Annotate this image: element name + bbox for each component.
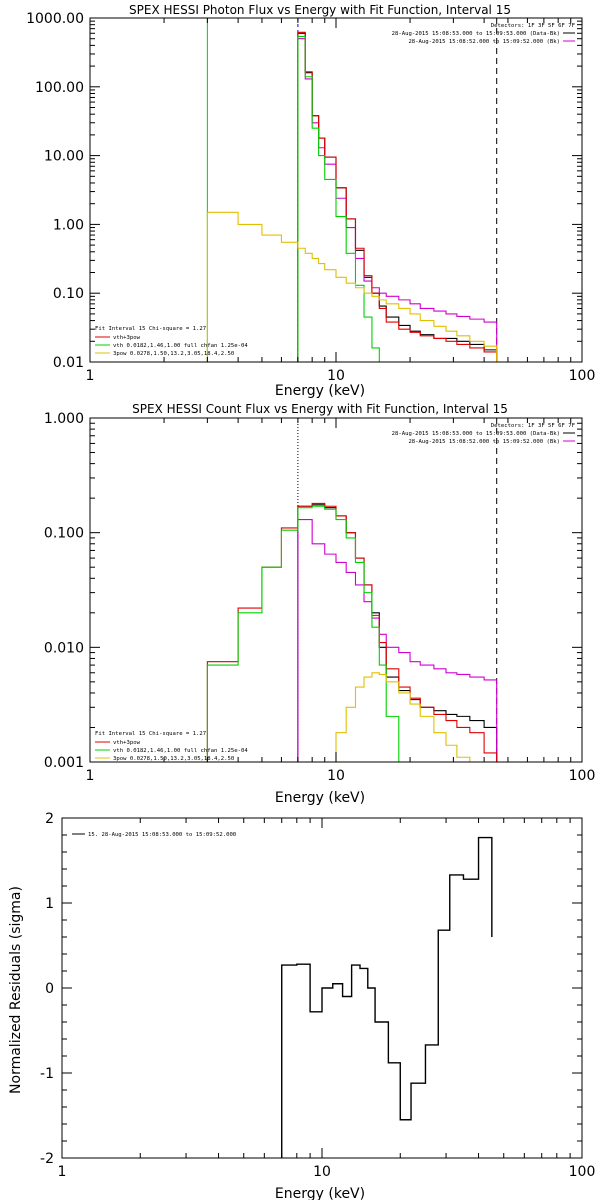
- panel1-title: SPEX HESSI Photon Flux vs Energy with Fi…: [129, 3, 511, 17]
- panel3-x-label: Energy (keV): [275, 1186, 365, 1200]
- panel1-plot-area: [206, 18, 498, 362]
- x-tick-label: 100: [569, 768, 596, 784]
- panel1-x-label: Energy (keV): [275, 383, 365, 399]
- panel2-detectors: Detectors: 1F 3F 5F 6F 7F: [491, 423, 576, 429]
- x-tick-label: 10: [327, 368, 345, 384]
- x-tick-label: 10: [313, 1164, 331, 1180]
- x-tick-label: 1: [86, 768, 95, 784]
- series-bk: [297, 38, 498, 362]
- panel2-frame: [89, 417, 583, 763]
- panel3-ticks: 1 10 100 -2 -1 0 1 2: [40, 811, 595, 1180]
- panel1-ticks: 1 10 100 0.01 0.10 1.00 10.00 100.00 1000.00: [26, 11, 595, 384]
- panel1-vth-label: vth 0.0182,1.46,1.00 full chfan 1.25e-04: [113, 343, 248, 349]
- y-tick-label: 0.001: [44, 755, 84, 771]
- panel1-3pow-label: 3pow 0.0278,1.50,13.2,3.05,18.4,2.50: [113, 351, 234, 357]
- series-3pow: [206, 211, 498, 362]
- panel2-data-bk-entry: 28-Aug-2015 15:08:53.000 to 15:09:53.000…: [392, 431, 560, 437]
- y-tick-label: 0.100: [44, 526, 84, 542]
- panel3-legend: 15. 28-Aug-2015 15:08:53.000 to 15:09:52…: [72, 832, 236, 838]
- y-tick-label: 1000.00: [26, 11, 84, 27]
- panel2-vth-label: vth 0.0182,1.46,1.00 full chfan 1.25e-04: [113, 748, 248, 754]
- panel2-bk-entry: 28-Aug-2015 15:08:52.000 to 15:09:52.000…: [408, 439, 560, 445]
- panel1-vth3pow-label: vth+3pow: [113, 335, 141, 341]
- photon-flux-panel: SPEX HESSI Photon Flux vs Energy with Fi…: [26, 3, 595, 399]
- panel1-data-bk-entry: 28-Aug-2015 15:08:53.000 to 15:09:53.000…: [392, 31, 560, 37]
- y-tick-label: 0.01: [53, 355, 84, 371]
- series-vth-3pow: [206, 502, 509, 762]
- panel2-vth3pow-label: vth+3pow: [113, 740, 141, 746]
- panel3-legend-text: 15. 28-Aug-2015 15:08:53.000 to 15:09:52…: [88, 832, 236, 838]
- x-tick-label: 1: [86, 368, 95, 384]
- y-tick-label: 1.00: [53, 217, 84, 233]
- panel1-bk-entry: 28-Aug-2015 15:08:52.000 to 15:09:52.000…: [408, 39, 560, 45]
- panel2-fit-info: Fit Interval 15 Chi-square = 1.27: [95, 731, 206, 737]
- panel2-x-label: Energy (keV): [275, 790, 365, 806]
- y-tick-label: 1.000: [44, 411, 84, 427]
- panel2-3pow-label: 3pow 0.0278,1.50,13.2,3.05,18.4,2.50: [113, 756, 234, 762]
- panel3-y-label: Normalized Residuals (sigma): [8, 886, 24, 1094]
- residuals-panel: 1 10 100 -2 -1 0 1 2 Energy (keV) Normalized Re…: [8, 811, 595, 1200]
- panel1-legend-left: Fit Interval 15 Chi-square = 1.27 vth+3p…: [95, 326, 248, 357]
- series-3pow: [311, 672, 509, 762]
- y-tick-label: -2: [40, 1151, 54, 1167]
- panel2-title: SPEX HESSI Count Flux vs Energy with Fit…: [132, 402, 508, 416]
- panel2-ticks: 1 10 100 0.001 0.010 0.100 1.000: [44, 411, 595, 784]
- y-tick-label: 0: [45, 981, 54, 997]
- series-residuals: [281, 836, 493, 1158]
- y-tick-label: 0.10: [53, 286, 84, 302]
- y-tick-label: -1: [40, 1066, 54, 1082]
- y-tick-label: 100.00: [35, 80, 84, 96]
- x-tick-label: 1: [58, 1164, 67, 1180]
- y-tick-label: 2: [45, 811, 54, 827]
- panel3-plot-area: [281, 836, 493, 1158]
- series-bk: [297, 519, 498, 762]
- panel1-fit-info: Fit Interval 15 Chi-square = 1.27: [95, 326, 206, 332]
- series-vth: [206, 505, 411, 762]
- panel1-detectors: Detectors: 1F 3F 5F 6F 7F: [491, 23, 576, 29]
- x-tick-label: 10: [327, 768, 345, 784]
- y-tick-label: 10.00: [44, 149, 84, 165]
- x-tick-label: 100: [569, 368, 596, 384]
- count-flux-panel: SPEX HESSI Count Flux vs Energy with Fit…: [44, 402, 595, 806]
- y-tick-label: 1: [45, 896, 54, 912]
- y-tick-label: 0.010: [44, 640, 84, 656]
- panel2-plot-area: [206, 418, 509, 762]
- series-vth: [297, 35, 387, 362]
- x-tick-label: 100: [569, 1164, 596, 1180]
- panel1-legend-right: Detectors: 1F 3F 5F 6F 7F 28-Aug-2015 15…: [392, 23, 576, 45]
- panel2-legend-left: Fit Interval 15 Chi-square = 1.27 vth+3p…: [95, 731, 248, 762]
- panel2-legend-right: Detectors: 1F 3F 5F 6F 7F 28-Aug-2015 15…: [392, 423, 576, 445]
